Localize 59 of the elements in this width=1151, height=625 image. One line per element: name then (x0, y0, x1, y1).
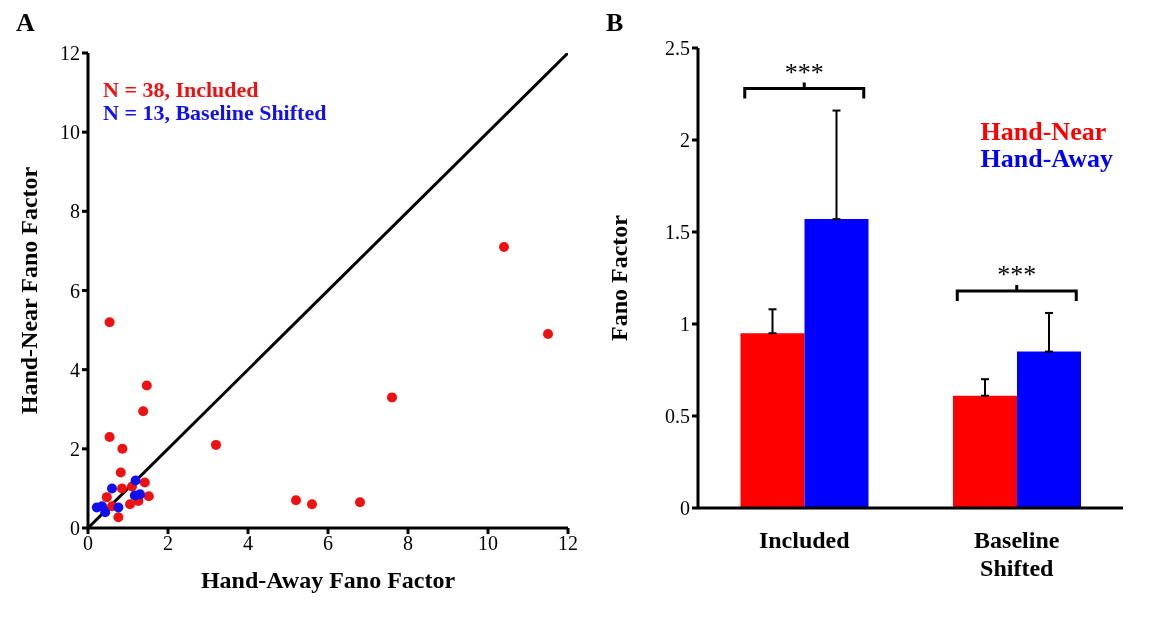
point (135, 489, 145, 500)
x-tick-label: 2 (163, 532, 173, 555)
chart-title: B (606, 8, 624, 38)
bar (953, 395, 1017, 508)
x-tick-label: 8 (403, 532, 413, 555)
point (139, 477, 150, 488)
x-tick-label: Baseline Shifted (974, 527, 1060, 581)
bar (740, 333, 805, 508)
point (117, 483, 127, 494)
y-tick-label: 8 (70, 200, 80, 223)
point (141, 380, 152, 391)
point (115, 467, 126, 478)
x-tick-label: 10 (478, 532, 498, 555)
text: N = 38, Included (103, 77, 260, 102)
y-tick-label: 10 (60, 121, 80, 144)
y-tick-label: 4 (70, 358, 80, 381)
x-tick-label: 6 (323, 532, 333, 555)
point (104, 431, 115, 442)
y-tick-label: 2 (680, 129, 690, 152)
x-tick-label: 12 (558, 532, 578, 555)
point (138, 406, 149, 417)
y-tick-label: 1.5 (665, 221, 690, 244)
y-tick-label: 2.5 (665, 37, 690, 60)
point (101, 492, 112, 503)
point (143, 491, 154, 502)
x-tick-label: Included (758, 527, 851, 553)
point (355, 497, 365, 508)
y-tick-label: 2 (70, 437, 80, 460)
y-tick-label: 12 (60, 42, 80, 65)
bar (804, 219, 869, 508)
y-axis-title: Hand-Near Fano Factor (15, 166, 42, 415)
point (125, 499, 135, 510)
y-tick-label: 1 (680, 313, 690, 336)
point (543, 329, 553, 340)
point (107, 483, 117, 494)
y-tick-label: 0.5 (665, 405, 690, 428)
point (113, 502, 124, 513)
text: Hand-Away (980, 144, 1113, 174)
y-tick-label: 0 (680, 497, 690, 520)
y-axis-title: Fano Factor (605, 214, 632, 341)
chart-title: A (16, 8, 35, 38)
point (117, 443, 128, 454)
point (130, 475, 141, 486)
point (387, 392, 397, 403)
point (307, 499, 317, 510)
x-axis-title: Hand-Away Fano Factor (200, 567, 456, 593)
text: N = 13, Baseline Shifted (103, 100, 327, 126)
point (291, 495, 301, 506)
point (499, 241, 509, 252)
bar (1017, 351, 1081, 508)
text: Hand-Near (980, 117, 1108, 146)
point (97, 501, 107, 512)
point (211, 439, 221, 450)
point (113, 512, 124, 523)
annotation: *** (997, 259, 1037, 289)
annotation: *** (784, 57, 824, 87)
point (104, 317, 115, 328)
y-tick-label: 6 (70, 279, 80, 302)
x-tick-label: 4 (243, 532, 253, 555)
